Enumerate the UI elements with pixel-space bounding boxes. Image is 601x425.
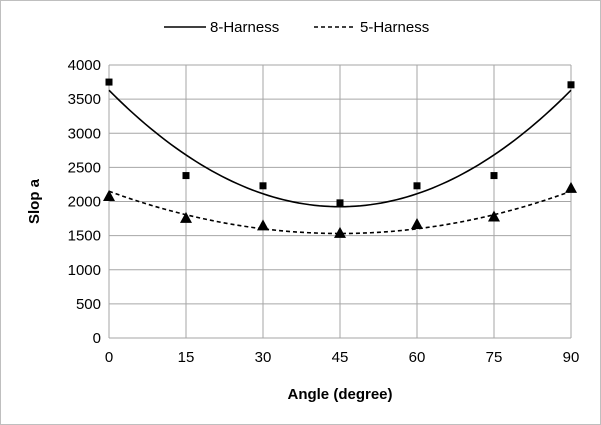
y-axis-title: Slop a (26, 178, 43, 224)
y-tick-label: 1500 (68, 228, 101, 245)
x-tick-labels: 0 15 30 45 60 75 90 (105, 349, 580, 366)
y-tick-label: 3500 (68, 91, 101, 108)
data-point-5-harness (257, 219, 269, 231)
axes (108, 65, 571, 339)
x-tick-label: 0 (105, 349, 113, 366)
data-point-8-harness (182, 172, 190, 180)
data-point-8-harness (567, 81, 575, 89)
y-tick-label: 0 (93, 330, 101, 347)
x-tick-label: 90 (563, 349, 580, 366)
data-point-5-harness (565, 181, 577, 193)
data-point-8-harness (259, 182, 267, 190)
x-axis-title: Angle (degree) (287, 386, 392, 403)
x-tick-label: 45 (332, 349, 349, 366)
data-point-5-harness (103, 190, 115, 202)
y-tick-label: 4000 (68, 57, 101, 74)
y-tick-label: 1000 (68, 262, 101, 279)
data-point-8-harness (105, 78, 113, 86)
data-point-5-harness (180, 211, 192, 223)
x-tick-label: 75 (486, 349, 503, 366)
data-markers (103, 78, 577, 238)
y-tick-labels: 0 500 1000 1500 2000 2500 3000 3500 4000 (68, 57, 101, 347)
legend: 8-Harness 5-Harness (164, 19, 429, 36)
y-tick-label: 500 (76, 296, 101, 313)
data-point-8-harness (490, 172, 498, 180)
x-tick-label: 30 (255, 349, 272, 366)
data-point-5-harness (334, 226, 346, 238)
y-tick-label: 3000 (68, 125, 101, 142)
data-point-8-harness (413, 182, 421, 190)
data-point-5-harness (488, 210, 500, 222)
data-point-5-harness (411, 218, 423, 230)
legend-label-8-harness: 8-Harness (210, 19, 279, 36)
legend-label-5-harness: 5-Harness (360, 19, 429, 36)
data-point-8-harness (336, 199, 344, 207)
trend-line-8-harness (108, 89, 572, 208)
x-tick-label: 15 (178, 349, 195, 366)
y-tick-label: 2000 (68, 194, 101, 211)
y-tick-label: 2500 (68, 159, 101, 176)
x-tick-label: 60 (409, 349, 426, 366)
